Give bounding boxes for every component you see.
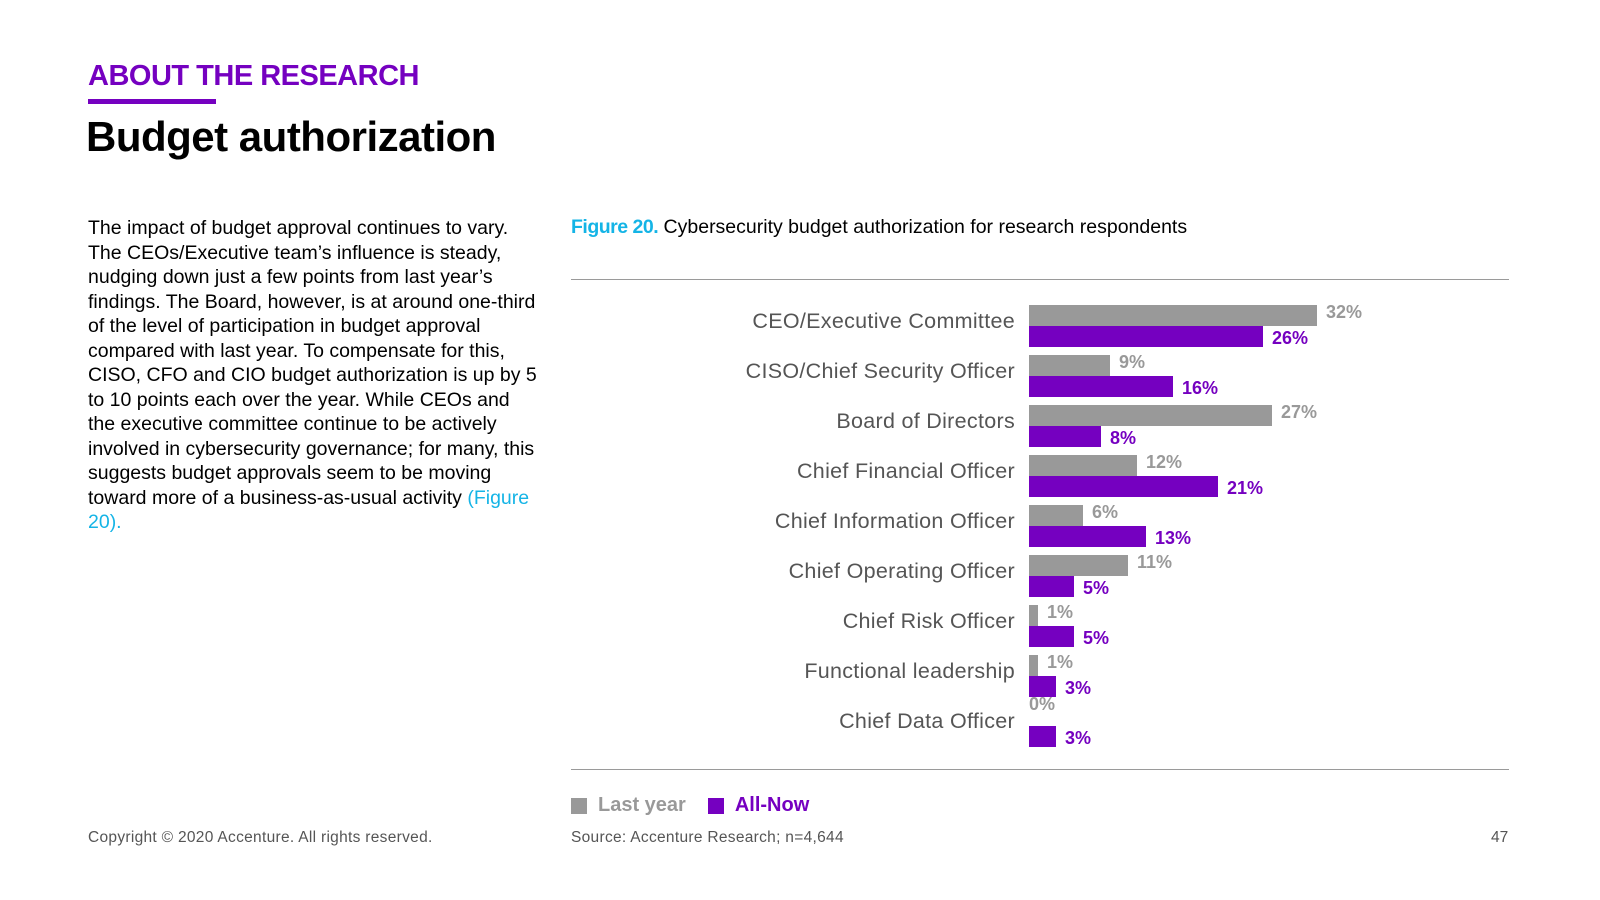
value-label-last-year: 9% bbox=[1119, 352, 1146, 372]
page-title: Budget authorization bbox=[86, 113, 496, 160]
bar-all-now bbox=[1029, 376, 1173, 397]
section-eyebrow: ABOUT THE RESEARCH bbox=[88, 60, 419, 92]
legend-swatch-all-now bbox=[707, 797, 724, 814]
legend-swatch-last-year bbox=[571, 797, 587, 814]
category-label: Chief Data Officer bbox=[839, 709, 1015, 733]
legend-item-last-year: Last year bbox=[571, 794, 686, 817]
bar-last-year bbox=[1029, 655, 1038, 676]
chart-top-rule bbox=[571, 279, 1509, 280]
figure-caption: Figure 20. Cybersecurity budget authoriz… bbox=[571, 216, 1187, 239]
legend-label-all-now: All-Now bbox=[734, 794, 810, 816]
bar-all-now bbox=[1029, 576, 1074, 597]
figure-link[interactable]: (Figure 20). bbox=[88, 486, 530, 534]
bar-last-year bbox=[1029, 355, 1110, 376]
bar-all-now bbox=[1029, 726, 1056, 747]
category-label: Board of Directors bbox=[836, 409, 1015, 433]
value-label-all-now: 8% bbox=[1110, 428, 1137, 448]
figure-number: Figure 20. bbox=[571, 216, 659, 238]
bar-all-now bbox=[1029, 626, 1074, 647]
body-paragraph: The impact of budget approval continues … bbox=[88, 216, 538, 535]
bar-chart: CEO/Executive Committee CISO/Chief Securi… bbox=[571, 290, 1509, 760]
value-label-all-now: 26% bbox=[1272, 328, 1309, 348]
value-label-last-year: 1% bbox=[1047, 602, 1074, 622]
bar-last-year bbox=[1029, 305, 1317, 326]
category-label: Functional leadership bbox=[804, 659, 1015, 683]
value-label-all-now: 5% bbox=[1083, 578, 1110, 598]
bar-last-year bbox=[1029, 405, 1272, 426]
bar-last-year bbox=[1029, 605, 1038, 626]
bar-all-now bbox=[1029, 476, 1218, 497]
bar-last-year bbox=[1029, 505, 1083, 526]
value-label-all-now: 3% bbox=[1065, 728, 1092, 748]
figure-caption-text: Cybersecurity budget authorization for r… bbox=[658, 216, 1188, 238]
category-label: CISO/Chief Security Officer bbox=[745, 359, 1015, 383]
value-label-all-now: 3% bbox=[1065, 678, 1092, 698]
category-label: CEO/Executive Committee bbox=[752, 309, 1015, 333]
source-note: Source: Accenture Research; n=4,644 bbox=[571, 829, 844, 846]
category-labels: CEO/Executive Committee CISO/Chief Securi… bbox=[571, 290, 1015, 760]
value-label-all-now: 21% bbox=[1227, 478, 1264, 498]
chart-bottom-rule bbox=[571, 769, 1509, 770]
value-label-all-now: 5% bbox=[1083, 628, 1110, 648]
value-label-last-year: 11% bbox=[1137, 552, 1173, 572]
category-label: Chief Risk Officer bbox=[842, 609, 1015, 633]
body-text: The impact of budget approval continues … bbox=[88, 217, 537, 509]
value-label-last-year: 6% bbox=[1092, 502, 1119, 522]
bar-all-now bbox=[1029, 676, 1056, 697]
bar-all-now bbox=[1029, 526, 1146, 547]
eyebrow-underline bbox=[88, 99, 216, 104]
value-label-last-year: 0% bbox=[1029, 694, 1056, 714]
bar-all-now bbox=[1029, 326, 1263, 347]
legend-item-all-now: All-Now bbox=[707, 794, 810, 817]
bar-last-year bbox=[1029, 455, 1137, 476]
category-label: Chief Operating Officer bbox=[788, 559, 1015, 583]
page-number: 47 bbox=[1491, 829, 1509, 846]
value-label-all-now: 13% bbox=[1155, 528, 1192, 548]
bar-last-year bbox=[1029, 555, 1128, 576]
value-label-last-year: 32% bbox=[1326, 302, 1363, 322]
bar-all-now bbox=[1029, 426, 1101, 447]
legend-label-last-year: Last year bbox=[598, 794, 686, 816]
value-label-all-now: 16% bbox=[1182, 378, 1219, 398]
category-label: Chief Information Officer bbox=[774, 509, 1015, 533]
value-label-last-year: 27% bbox=[1281, 402, 1318, 422]
copyright: Copyright © 2020 Accenture. All rights r… bbox=[88, 829, 433, 846]
chart-legend: Last year All-Now bbox=[571, 794, 831, 817]
value-label-last-year: 1% bbox=[1047, 652, 1074, 672]
category-label: Chief Financial Officer bbox=[796, 459, 1015, 483]
value-label-last-year: 12% bbox=[1146, 452, 1183, 472]
